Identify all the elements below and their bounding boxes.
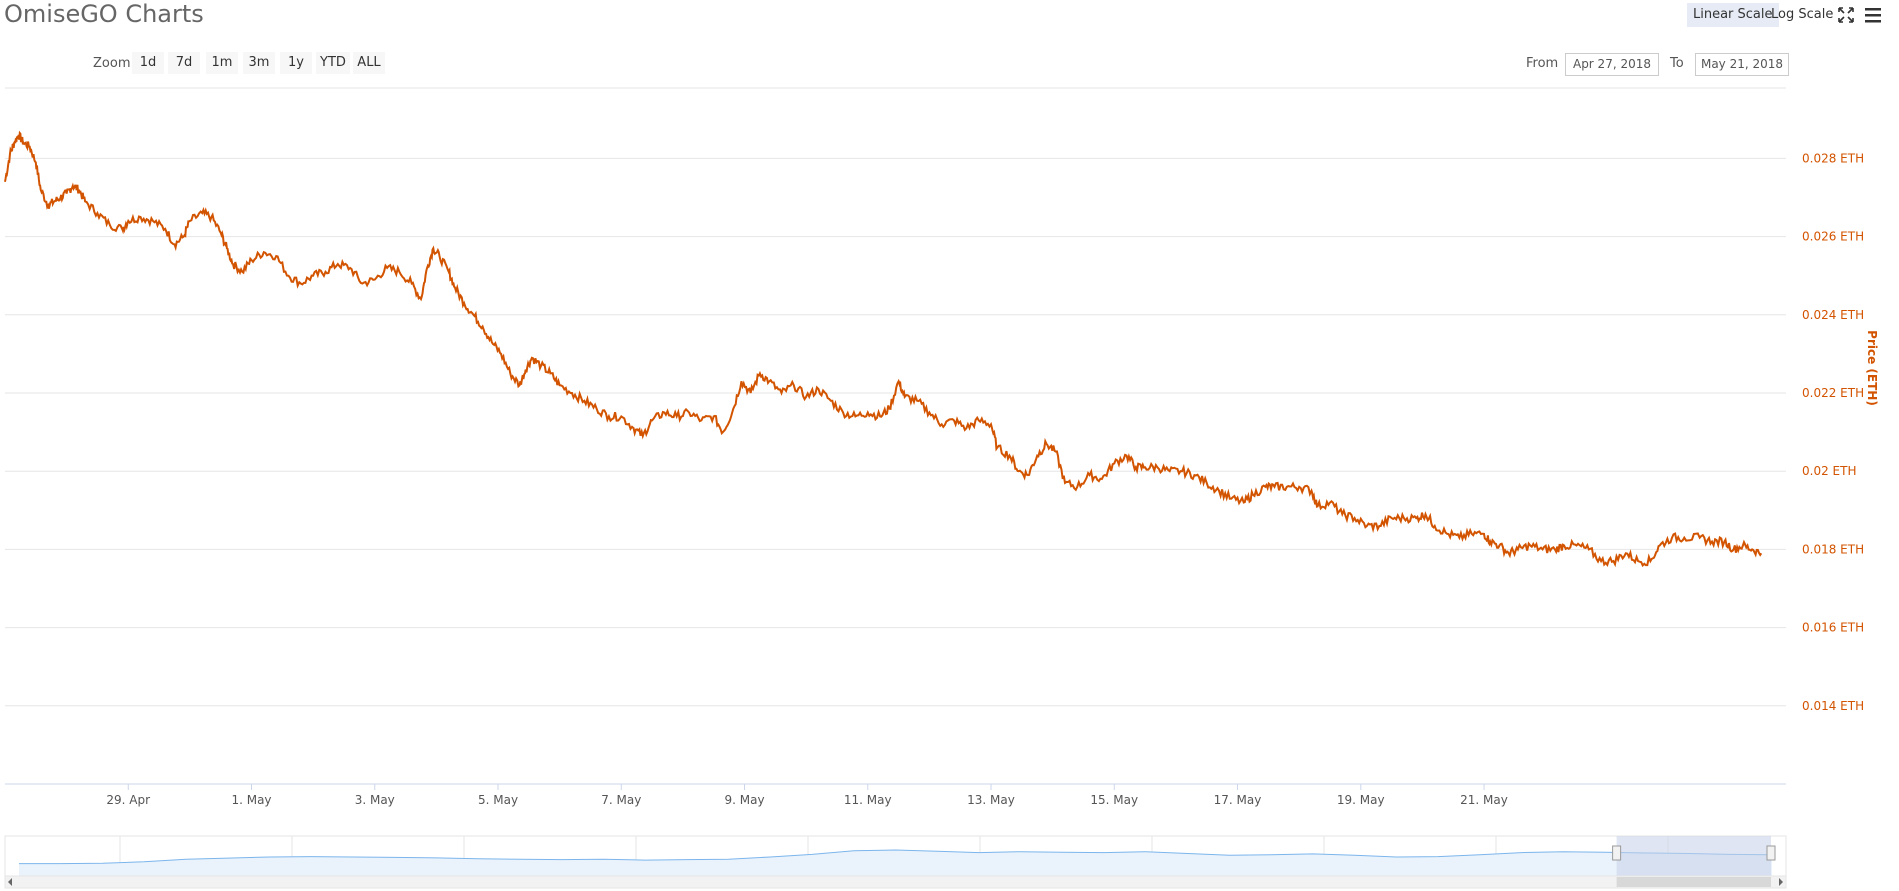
zoom-1y-button[interactable]: 1y [280, 52, 312, 74]
linear-scale-button[interactable]: Linear Scale [1687, 3, 1779, 27]
navigator[interactable]: Aug '17 Sep '17 Oct '17 Nov '17 Dec '17 Jan '… [4, 835, 1787, 889]
navigator-label: Nov '17 [640, 860, 682, 873]
from-date-input[interactable]: Apr 27, 2018 [1565, 53, 1659, 76]
x-tick-label: 29. Apr [106, 793, 150, 807]
x-tick-label: 19. May [1337, 793, 1385, 807]
zoom-3m-button[interactable]: 3m [243, 52, 275, 74]
navigator-label: Sep '17 [296, 860, 337, 873]
x-tick-label: 3. May [355, 793, 395, 807]
x-tick-label: 5. May [478, 793, 518, 807]
navigator-label: Feb '18 [1156, 860, 1196, 873]
y-tick-label: 0.024 ETH [1802, 308, 1864, 322]
to-label: To [1670, 56, 1684, 71]
y-axis-ticks: 0.028 ETH 0.026 ETH 0.024 ETH 0.022 ETH 0.02… [1802, 151, 1864, 712]
fullscreen-icon[interactable] [1838, 7, 1854, 23]
scrollbar-track[interactable] [4, 875, 1787, 889]
x-tick-label: 17. May [1214, 793, 1262, 807]
navigator-handle-left[interactable] [1612, 845, 1622, 861]
zoom-7d-button[interactable]: 7d [168, 52, 200, 74]
x-tick-label: 13. May [967, 793, 1015, 807]
chart-title: OmiseGO Charts [4, 0, 204, 28]
navigator-label: Mar '18 [1328, 860, 1369, 873]
y-tick-label: 0.016 ETH [1802, 621, 1864, 635]
navigator-area [19, 850, 1772, 876]
price-series-line [4, 130, 1763, 568]
scroll-right-arrow-icon[interactable] [1779, 878, 1783, 886]
navigator-label: Dec '17 [812, 860, 854, 873]
log-scale-button[interactable]: Log Scale [1771, 7, 1834, 22]
scrollbar-thumb[interactable] [1616, 877, 1771, 887]
x-axis-ticks: 29. Apr 1. May 3. May 5. May 7. May 9. May 11.… [5, 783, 1786, 807]
y-tick-label: 0.028 ETH [1802, 151, 1864, 165]
x-tick-label: 1. May [231, 793, 271, 807]
grid-lines [5, 87, 1786, 707]
x-tick-label: 21. May [1460, 793, 1508, 807]
zoom-1d-button[interactable]: 1d [132, 52, 164, 74]
navigator-label: Apr '18 [1500, 860, 1540, 873]
y-tick-label: 0.026 ETH [1802, 230, 1864, 244]
y-tick-label: 0.02 ETH [1802, 464, 1856, 478]
y-tick-label: 0.014 ETH [1802, 699, 1864, 713]
navigator-label: Jan '18 [983, 860, 1021, 873]
x-tick-label: 7. May [601, 793, 641, 807]
x-tick-label: 11. May [844, 793, 892, 807]
to-date-input[interactable]: May 21, 2018 [1695, 53, 1789, 76]
y-tick-label: 0.022 ETH [1802, 386, 1864, 400]
hamburger-menu-icon[interactable] [1864, 6, 1882, 24]
x-tick-label: 15. May [1090, 793, 1138, 807]
zoom-ytd-button[interactable]: YTD [316, 52, 350, 74]
y-axis-label: Price (ETH) [1865, 330, 1879, 406]
x-tick-label: 9. May [724, 793, 764, 807]
navigator-label: Oct '17 [468, 860, 508, 873]
scroll-left-arrow-icon[interactable] [8, 878, 12, 886]
zoom-all-button[interactable]: ALL [353, 52, 385, 74]
navigator-frame [4, 835, 1787, 877]
navigator-series-line [19, 849, 1773, 865]
navigator-label: May '18 [1672, 860, 1715, 873]
from-label: From [1526, 56, 1559, 71]
navigator-selected-range[interactable] [1616, 836, 1771, 876]
navigator-handle-right[interactable] [1766, 845, 1776, 861]
y-tick-label: 0.018 ETH [1802, 542, 1864, 556]
zoom-label: Zoom [93, 56, 131, 71]
navigator-label: Aug '17 [124, 860, 166, 873]
zoom-1m-button[interactable]: 1m [206, 52, 238, 74]
